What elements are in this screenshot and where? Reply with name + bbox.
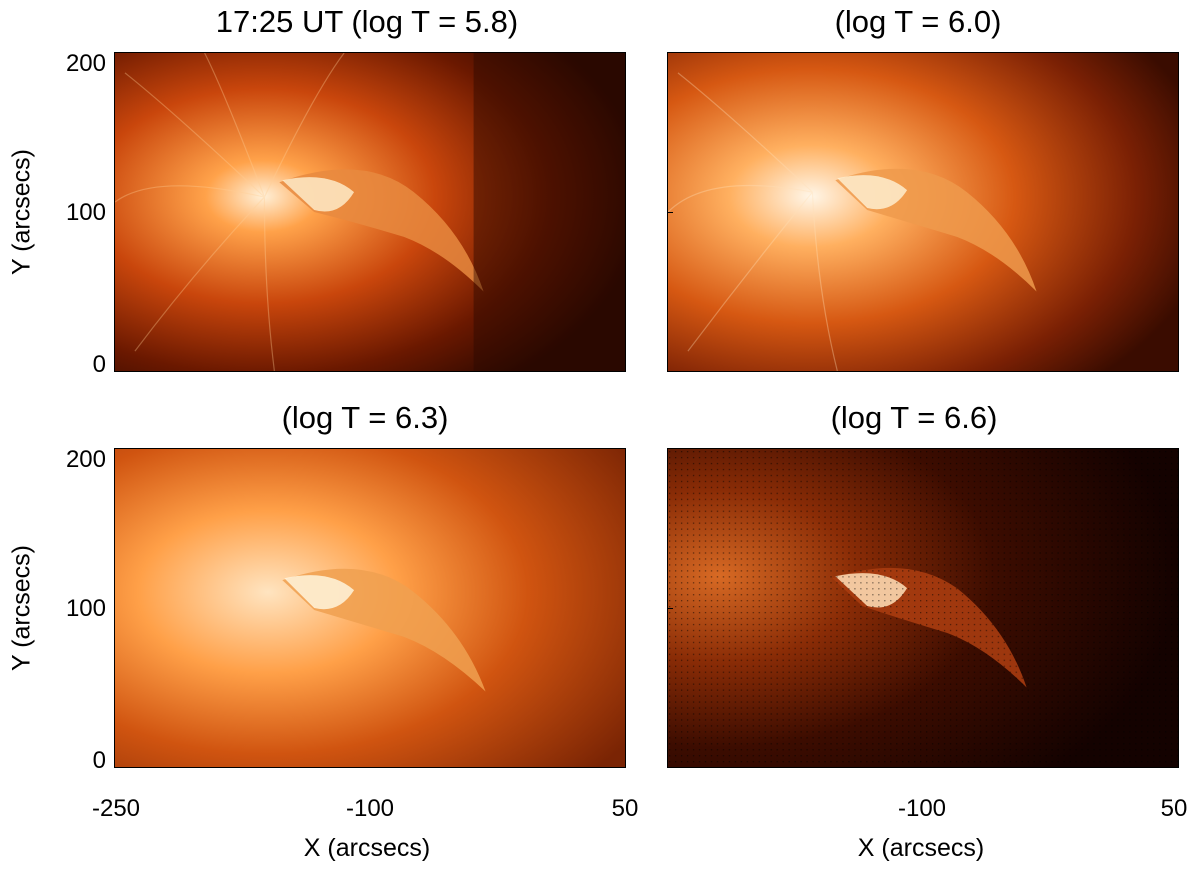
- ylabel-top: Y (arcsecs): [7, 149, 36, 275]
- ytick-bottom-0: 0: [92, 747, 106, 774]
- xtick-left--100: -100: [345, 795, 395, 822]
- ytick-mark-right-top: [667, 212, 673, 213]
- image-panel-logT-6.0: [667, 52, 1179, 372]
- ytick-top-200: 200: [65, 50, 106, 77]
- ytick-top-0: 0: [92, 351, 106, 378]
- ylabel-bottom: Y (arcsecs): [7, 545, 36, 671]
- xtick-left--250: -250: [91, 795, 141, 822]
- ytick-bottom-200: 200: [65, 446, 106, 473]
- xtick-right-50: 50: [1160, 795, 1188, 822]
- panel-title-3: (log T = 6.3): [281, 400, 449, 435]
- panel-title-1: 17:25 UT (log T = 5.8): [215, 4, 519, 39]
- solar-image-1: [115, 53, 625, 371]
- solar-image-3: [115, 449, 625, 767]
- ytick-mark-right-bottom: [667, 608, 673, 609]
- ytick-bottom-100: 100: [65, 595, 106, 622]
- solar-image-2: [668, 53, 1178, 371]
- image-panel-logT-6.3: [114, 448, 626, 768]
- image-panel-logT-5.8: [114, 52, 626, 372]
- xlabel-left: X (arcsecs): [303, 834, 431, 862]
- ytick-top-100: 100: [65, 199, 106, 226]
- xlabel-right: X (arcsecs): [857, 834, 985, 862]
- xtick-right--100: -100: [897, 795, 947, 822]
- panel-title-4: (log T = 6.6): [830, 400, 998, 435]
- xtick-left-50: 50: [611, 795, 639, 822]
- image-panel-logT-6.6: [667, 448, 1179, 768]
- panel-title-2: (log T = 6.0): [834, 4, 1002, 39]
- solar-image-4: [668, 449, 1178, 767]
